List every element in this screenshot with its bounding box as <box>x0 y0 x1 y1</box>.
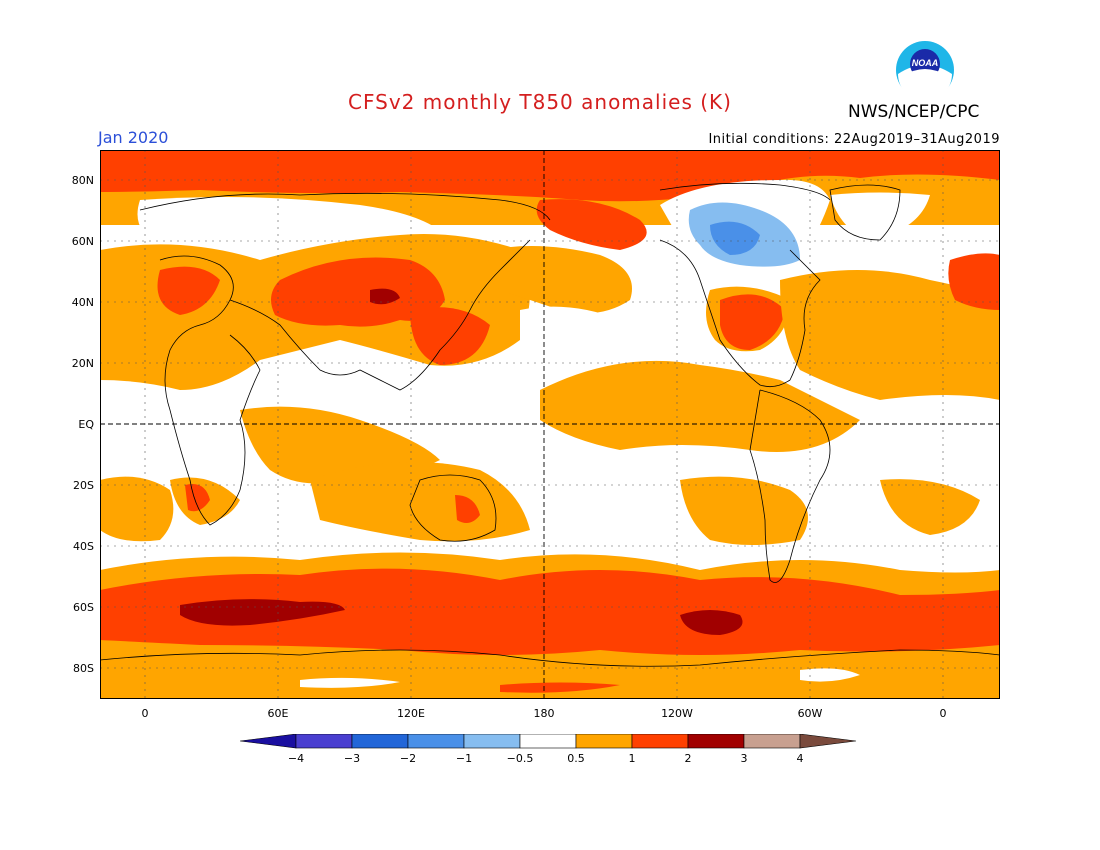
anomaly-region <box>800 668 860 682</box>
lon-label: 120W <box>661 707 693 720</box>
coastline <box>100 649 1000 667</box>
coastline <box>139 192 551 221</box>
anomaly-region <box>500 682 620 693</box>
anomaly-map <box>100 150 1000 699</box>
colorbar-cell <box>687 734 745 749</box>
anomaly-region <box>488 246 632 314</box>
colorbar-cell <box>295 734 353 749</box>
anomaly-region <box>520 306 620 412</box>
initial-conditions: Initial conditions: 22Aug2019–31Aug2019 <box>708 132 1000 147</box>
anomaly-region <box>157 266 220 315</box>
colorbar-cell <box>631 734 689 749</box>
lat-label: 40S <box>73 540 94 553</box>
anomaly-region <box>680 476 808 545</box>
lat-label: 20N <box>71 357 94 370</box>
colorbar-label: 2 <box>684 752 692 765</box>
anomaly-region <box>300 677 400 688</box>
anomaly-region <box>948 253 1000 310</box>
colorbar-label: 3 <box>740 752 748 765</box>
colorbar-arrow-low <box>240 734 297 749</box>
coastline <box>229 239 531 391</box>
anomaly-region <box>710 221 760 255</box>
anomaly-region <box>180 599 345 626</box>
lon-label: 120E <box>397 707 425 720</box>
colorbar-cell <box>351 734 409 749</box>
noaa-logo-icon: NOAA <box>896 41 954 100</box>
colorbar-label: −1 <box>455 752 473 765</box>
lat-label: 20S <box>73 479 94 492</box>
anomaly-region <box>680 610 743 635</box>
colorbar-label: 4 <box>796 752 804 765</box>
coastline <box>659 182 831 201</box>
colorbar-cell <box>519 734 577 749</box>
colorbar-label: 1 <box>628 752 636 765</box>
lon-label: 60W <box>797 707 823 720</box>
coastline <box>159 255 261 526</box>
anomaly-region <box>100 476 174 542</box>
colorbar <box>240 734 857 749</box>
map-title: CFSv2 monthly T850 anomalies (K) <box>348 90 732 114</box>
colorbar-cell <box>743 734 801 749</box>
colorbar-label: −0.5 <box>506 752 534 765</box>
lon-label: 60E <box>267 707 289 720</box>
gridlines <box>100 150 1000 699</box>
coastline <box>659 239 821 388</box>
lat-label: 60S <box>73 601 94 614</box>
colorbar-cell <box>407 734 465 749</box>
coastlines <box>100 182 1000 667</box>
forecast-period: Jan 2020 <box>98 128 169 147</box>
colorbar-label: −4 <box>287 752 305 765</box>
anomaly-region <box>536 199 647 250</box>
svg-text:NOAA: NOAA <box>912 58 939 68</box>
lat-label: EQ <box>78 418 94 431</box>
lat-label: 80S <box>73 662 94 675</box>
lat-label: 60N <box>71 235 94 248</box>
anomaly-region <box>880 479 980 535</box>
lon-label: 0 <box>939 707 947 720</box>
agency-label: NWS/NCEP/CPC <box>848 102 980 122</box>
anomaly-region <box>455 495 480 524</box>
lat-label: 80N <box>71 174 94 187</box>
colorbar-label: −3 <box>343 752 361 765</box>
lon-label: 180 <box>533 707 555 720</box>
coastline <box>829 184 901 241</box>
anomaly-region <box>540 360 860 452</box>
anomaly-region <box>410 307 490 365</box>
colorbar-cell <box>463 734 521 749</box>
reference-lines <box>100 150 1000 699</box>
coastline <box>749 389 831 583</box>
colorbar-label: −2 <box>399 752 417 765</box>
colorbar-arrow-high <box>799 734 857 749</box>
anomaly-region <box>271 257 445 327</box>
anomaly-region <box>780 270 1000 400</box>
anomaly-region <box>720 294 785 350</box>
anomaly-region <box>370 288 400 305</box>
colorbar-label: 0.5 <box>567 752 585 765</box>
anomaly-region <box>100 150 1000 202</box>
anomaly-region <box>830 192 930 240</box>
lat-label: 40N <box>71 296 94 309</box>
anomaly-region <box>100 568 1000 655</box>
coastline <box>409 474 497 542</box>
anomaly-region <box>310 462 530 542</box>
lon-label: 0 <box>141 707 149 720</box>
colorbar-cell <box>575 734 633 749</box>
anomaly-region <box>185 484 210 512</box>
